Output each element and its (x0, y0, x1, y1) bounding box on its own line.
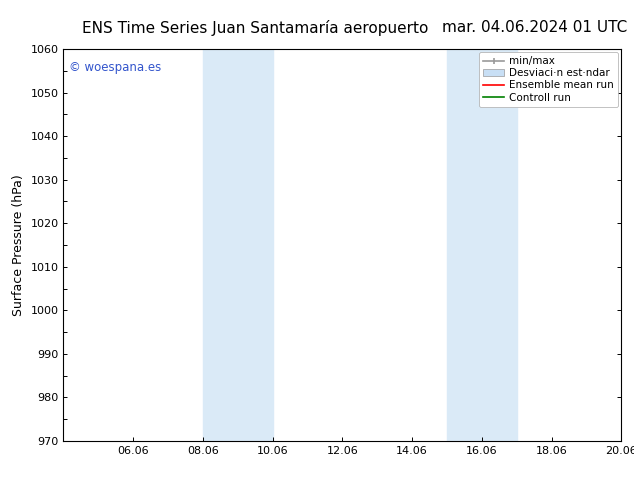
Bar (203, 49, 273, 441)
Text: ENS Time Series Juan Santamaría aeropuerto: ENS Time Series Juan Santamaría aeropuer… (82, 20, 429, 36)
Text: © woespana.es: © woespana.es (69, 61, 161, 74)
Text: mar. 04.06.2024 01 UTC: mar. 04.06.2024 01 UTC (443, 20, 628, 35)
Bar (447, 49, 517, 441)
Legend: min/max, Desviaci·n est·ndar, Ensemble mean run, Controll run: min/max, Desviaci·n est·ndar, Ensemble m… (479, 52, 618, 107)
Y-axis label: Surface Pressure (hPa): Surface Pressure (hPa) (12, 174, 25, 316)
